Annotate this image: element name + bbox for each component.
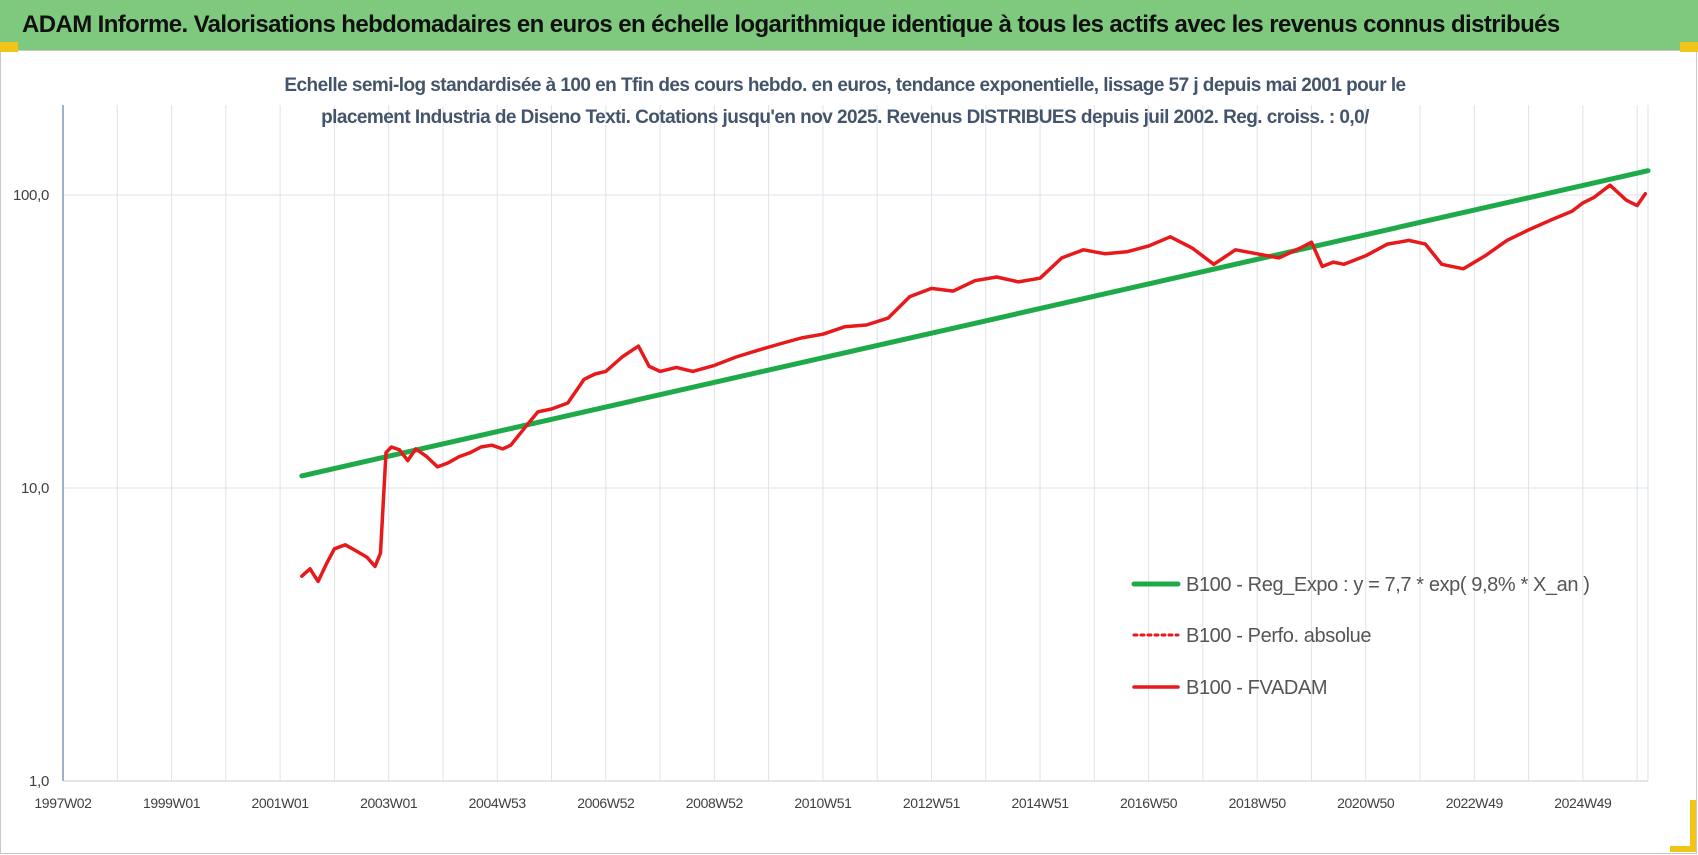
legend-label-fvadam: B100 - FVADAM — [1186, 677, 1327, 699]
corner-mark-left — [0, 42, 18, 52]
y-tick-label: 1,0 — [29, 773, 49, 790]
x-tick-label: 2003W01 — [360, 795, 418, 811]
chart-title: Echelle semi-log standardisée à 100 en T… — [284, 75, 1406, 128]
x-tick-label: 2022W49 — [1446, 795, 1504, 811]
chart-title-line-1: Echelle semi-log standardisée à 100 en T… — [284, 75, 1405, 96]
page-title: ADAM Informe. Valorisations hebdomadaire… — [22, 11, 1560, 38]
axes — [62, 105, 1648, 782]
legend: B100 - Reg_Expo : y = 7,7 * exp( 9,8% * … — [1131, 574, 1590, 699]
x-tick-label: 2012W51 — [903, 795, 961, 811]
x-tick-label: 2004W53 — [469, 795, 527, 811]
x-tick-label: 2006W52 — [577, 795, 635, 811]
corner-mark-right — [1680, 42, 1698, 52]
chart-frame — [0, 50, 1697, 854]
series — [299, 168, 1651, 584]
x-tick-label: 1997W02 — [34, 795, 92, 811]
x-tick-label: 2001W01 — [252, 795, 310, 811]
x-tick-label: 2014W51 — [1011, 795, 1069, 811]
chart-title-line-2: placement Industria de Diseno Texti. Cot… — [321, 107, 1370, 128]
x-tick-label: 2020W50 — [1337, 795, 1395, 811]
x-tick-label: 1999W01 — [143, 795, 201, 811]
x-tick-label: 2008W52 — [686, 795, 744, 811]
legend-label-perfo: B100 - Perfo. absolue — [1186, 625, 1371, 647]
series-line-fvadam — [300, 183, 1648, 584]
y-tick-label: 100,0 — [13, 187, 49, 204]
x-tick-label: 2024W49 — [1554, 795, 1612, 811]
x-tick-label: 2018W50 — [1229, 795, 1287, 811]
corner-mark-bottom-right — [1690, 800, 1696, 852]
grid — [62, 105, 1649, 782]
x-tick-label: 2010W51 — [794, 795, 852, 811]
series-line-trend — [299, 168, 1651, 479]
header-banner: ADAM Informe. Valorisations hebdomadaire… — [0, 0, 1698, 50]
x-tick-label: 2016W50 — [1120, 795, 1178, 811]
legend-label-trend: B100 - Reg_Expo : y = 7,7 * exp( 9,8% * … — [1186, 574, 1590, 596]
tick-labels: 1,0 10,0 100,0 1997W02 1999W01 2001W01 2003W01… — [13, 187, 1612, 811]
y-tick-label: 10,0 — [21, 480, 49, 497]
corner-mark-bottom-right-base — [1670, 846, 1696, 852]
